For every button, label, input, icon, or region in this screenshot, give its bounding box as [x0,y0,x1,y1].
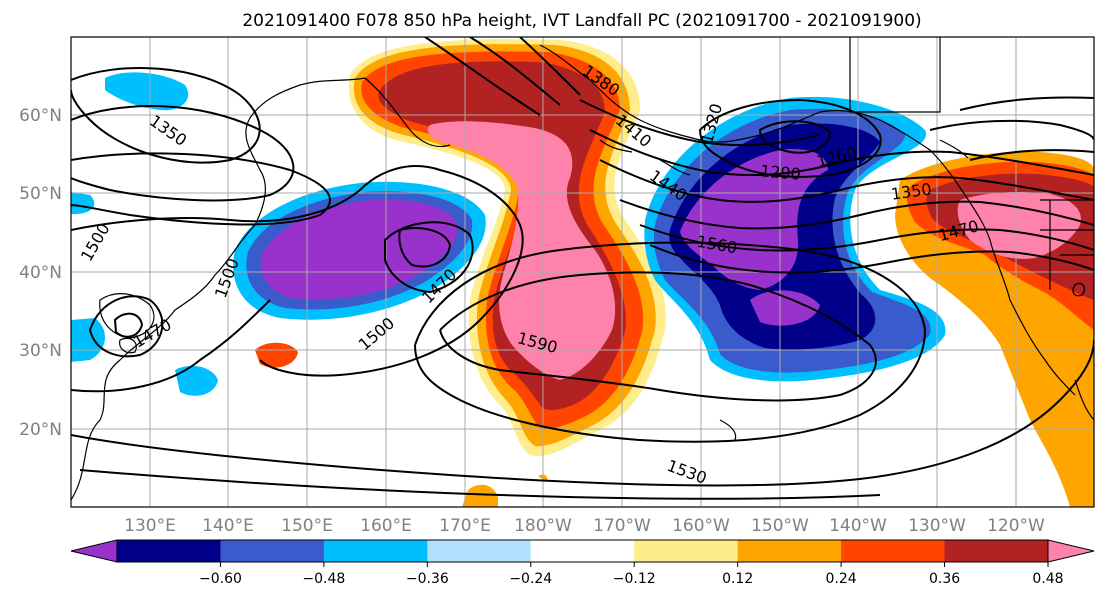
colorbar-ticks: −0.60 −0.48 −0.36 −0.24 −0.12 0.12 0.24 0.36 0.4… [199,562,1064,587]
ivt-region [680,149,828,290]
map-panel: 1350 1500 1500 1470 1500 1470 1590 1410 … [70,36,1095,508]
contour-label: 1290 [759,161,801,183]
lon-label: 160°W [672,516,730,536]
lon-label: 120°W [987,516,1045,536]
colorbar-tick-label: −0.12 [613,571,656,587]
colorbar-swatches [116,539,1049,563]
colorbar-tick-label: −0.60 [199,571,242,587]
ivt-region [105,72,189,111]
coastlines [71,37,1094,501]
colorbar-tick-label: −0.24 [509,571,552,587]
ivt-region [255,342,298,368]
colorbar-swatch [737,540,842,562]
map-title: 2021091400 F078 850 hPa height, IVT Land… [242,11,921,31]
colorbar-swatch [634,540,739,562]
colorbar-tick-label: 0.48 [1032,571,1063,587]
lon-label: 130°E [124,516,176,536]
lon-label: 150°W [751,516,809,536]
ivt-region [175,365,218,396]
colorbar-tick-label: 0.36 [929,571,960,587]
ivt-region [71,192,95,215]
colorbar-swatch [117,540,221,562]
colorbar-swatch [220,540,325,562]
colorbar: −0.60 −0.48 −0.36 −0.24 −0.12 0.12 0.24 0.36 0.4… [70,539,1095,587]
lat-label: 60°N [19,106,62,126]
lat-label: 50°N [19,184,62,204]
colorbar-extend-left [70,539,118,563]
ivt-region [462,484,498,507]
lat-label: 40°N [19,263,62,283]
lon-label: 170°E [439,516,491,536]
ivt-region [750,290,820,326]
lon-label: 130°W [908,516,966,536]
colorbar-tick-label: −0.48 [302,571,345,587]
lon-label: 140°W [829,516,887,536]
lat-label: 30°N [19,341,62,361]
lon-label: 150°E [281,516,333,536]
lon-label: 140°E [202,516,254,536]
ivt-region [260,199,458,300]
lon-label: 180°W [514,516,572,536]
colorbar-extend-right [1047,539,1095,563]
colorbar-swatch [427,540,532,562]
colorbar-tick-label: −0.36 [406,571,449,587]
lon-label: 160°E [360,516,412,536]
colorbar-swatch [841,540,946,562]
lat-label: 20°N [19,420,62,440]
colorbar-swatch [323,540,428,562]
map-frame [70,36,1095,508]
latitude-labels: 60°N 50°N 40°N 30°N 20°N [19,106,62,440]
colorbar-tick-label: 0.24 [826,571,857,587]
longitude-labels: 130°E 140°E 150°E 160°E 170°E 180°W 170°… [124,516,1045,536]
lon-label: 170°W [593,516,651,536]
colorbar-swatch [530,540,635,562]
colorbar-swatch [944,540,1049,562]
height-contours [71,37,1094,500]
ivt-region [71,318,106,362]
colorbar-tick-label: 0.12 [722,571,753,587]
